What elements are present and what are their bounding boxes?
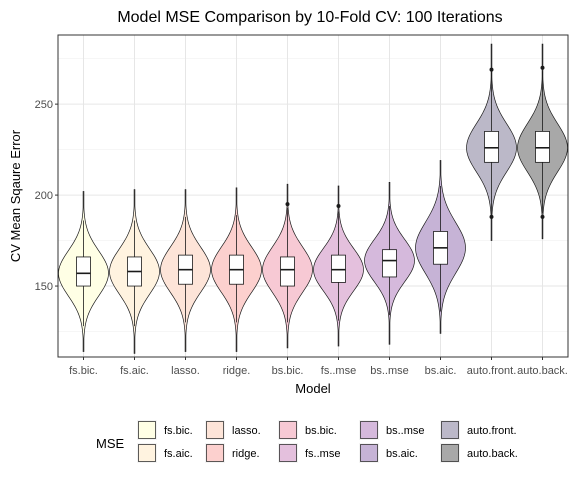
chart-title: Model MSE Comparison by 10-Fold CV: 100 … bbox=[117, 9, 502, 26]
x-tick-label: auto.back. bbox=[517, 365, 568, 377]
boxplot-box bbox=[484, 131, 499, 163]
x-tick-label: bs.bic. bbox=[272, 365, 304, 377]
x-tick-label: auto.front. bbox=[467, 365, 517, 377]
legend-label: fs.bic. bbox=[164, 425, 193, 437]
legend-swatch bbox=[138, 444, 156, 462]
legend-label: bs.bic. bbox=[305, 425, 337, 437]
legend-swatch bbox=[441, 421, 459, 439]
violin-layer bbox=[58, 43, 568, 354]
x-tick-label: bs.aic. bbox=[425, 365, 457, 377]
y-tick-label: 200 bbox=[35, 190, 53, 202]
legend-label: auto.back. bbox=[467, 448, 518, 460]
outlier-point bbox=[336, 204, 341, 209]
boxplot-box bbox=[280, 256, 295, 287]
plot-border bbox=[57, 34, 569, 358]
y-axis-title: CV Mean Sqaure Error bbox=[8, 129, 23, 262]
legend-label: lasso. bbox=[232, 425, 261, 437]
legend-swatch bbox=[206, 421, 224, 439]
legend-swatch bbox=[138, 421, 156, 439]
legend-swatch bbox=[279, 421, 297, 439]
legend: MSE fs.bic. fs.aic. lasso. ridge. bs.bic. fs.… bbox=[96, 420, 518, 463]
x-tick-label: ridge. bbox=[223, 365, 251, 377]
outlier-point bbox=[540, 214, 545, 219]
legend-title: MSE bbox=[96, 436, 125, 451]
x-tick-label: fs.bic. bbox=[69, 365, 98, 377]
y-tick-label: 250 bbox=[35, 99, 53, 111]
legend-swatch bbox=[279, 444, 297, 462]
boxplot-box bbox=[331, 254, 346, 283]
y-tick-label: 150 bbox=[35, 281, 53, 293]
legend-label: fs..mse bbox=[305, 448, 340, 460]
x-tick-label: fs..mse bbox=[321, 365, 356, 377]
axes: 150 200 250 fs.bic. fs.aic. lasso. ridge. bs.bi… bbox=[35, 99, 568, 377]
outlier-point bbox=[540, 65, 545, 70]
boxplot-box bbox=[382, 249, 397, 278]
boxplot-box bbox=[76, 256, 91, 287]
x-tick-label: lasso. bbox=[171, 365, 200, 377]
legend-swatch bbox=[360, 444, 378, 462]
outlier-point bbox=[489, 67, 494, 72]
legend-label: bs.aic. bbox=[386, 448, 418, 460]
legend-label: auto.front. bbox=[467, 425, 517, 437]
outlier-point bbox=[285, 202, 290, 207]
legend-label: fs.aic. bbox=[164, 448, 193, 460]
x-tick-label: fs.aic. bbox=[120, 365, 149, 377]
legend-swatch bbox=[360, 421, 378, 439]
legend-swatch bbox=[206, 444, 224, 462]
legend-swatch bbox=[441, 444, 459, 462]
x-axis-title: Model bbox=[295, 381, 331, 396]
legend-label: bs..mse bbox=[386, 425, 425, 437]
outlier-point bbox=[489, 214, 494, 219]
boxplot-box bbox=[535, 131, 550, 163]
legend-label: ridge. bbox=[232, 448, 260, 460]
x-tick-label: bs..mse bbox=[370, 365, 409, 377]
